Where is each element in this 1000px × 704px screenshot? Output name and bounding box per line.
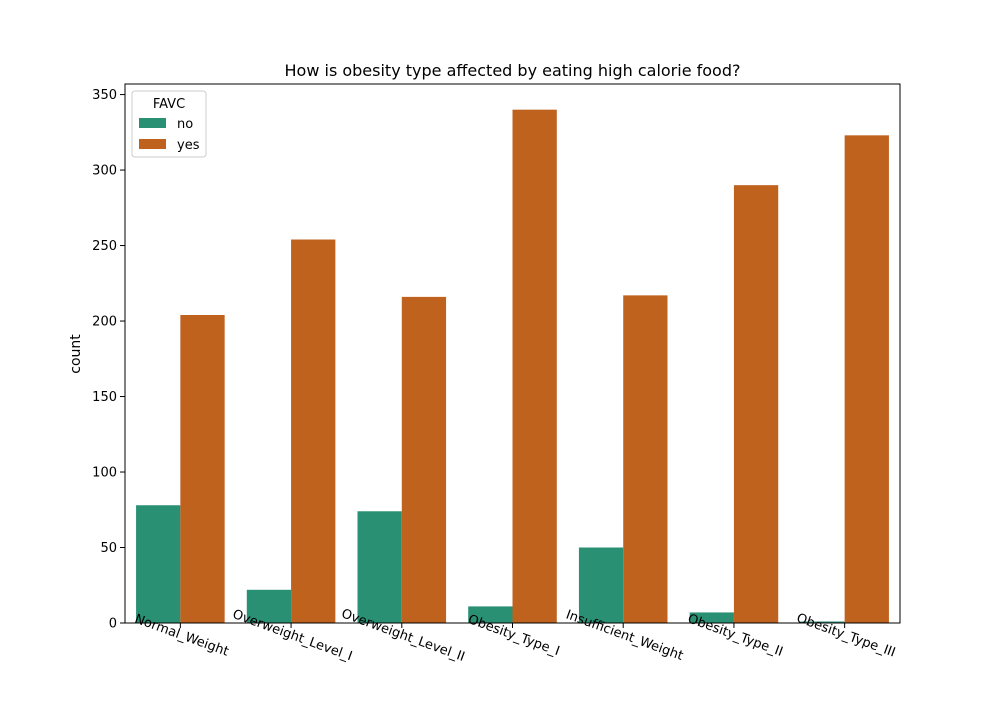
bar-yes-obesity_type_iii xyxy=(844,135,889,623)
y-tick-label: 350 xyxy=(92,88,117,103)
y-axis-ticks: 0 50 100 150 200 250 300 350 xyxy=(92,88,125,632)
bars xyxy=(136,109,889,624)
bar-no-insufficient_weight xyxy=(578,547,624,623)
legend-swatch-no xyxy=(139,118,166,128)
y-tick-label: 250 xyxy=(92,239,117,254)
legend-label-no: no xyxy=(177,117,193,132)
y-tick-label: 0 xyxy=(109,617,117,632)
legend-swatch-yes xyxy=(139,139,166,149)
bar-no-obesity_type_ii xyxy=(689,612,734,623)
y-tick-label: 150 xyxy=(92,390,117,405)
legend-label-yes: yes xyxy=(177,138,200,153)
bar-no-obesity_type_iii xyxy=(800,621,845,623)
bar-yes-normal_weight xyxy=(180,315,225,623)
bar-no-overweight_level_ii xyxy=(357,511,402,623)
y-tick-label: 100 xyxy=(92,466,117,481)
bar-yes-insufficient_weight xyxy=(623,295,668,623)
y-axis-label: count xyxy=(68,334,84,374)
bar-yes-obesity_type_ii xyxy=(733,185,779,623)
bar-no-overweight_level_i xyxy=(246,589,292,623)
y-tick-label: 50 xyxy=(100,541,117,556)
y-tick-label: 200 xyxy=(92,315,117,330)
bar-yes-overweight_level_ii xyxy=(401,296,447,623)
chart-title: How is obesity type affected by eating h… xyxy=(285,61,741,80)
bar-yes-overweight_level_i xyxy=(291,239,336,623)
legend-title: FAVC xyxy=(153,97,185,112)
bar-no-normal_weight xyxy=(136,505,181,623)
y-tick-label: 300 xyxy=(92,164,117,179)
bar-no-obesity_type_i xyxy=(468,606,513,623)
bar-yes-obesity_type_i xyxy=(512,109,557,624)
legend: FAVC no yes xyxy=(131,90,207,158)
plot-frame xyxy=(124,83,901,624)
